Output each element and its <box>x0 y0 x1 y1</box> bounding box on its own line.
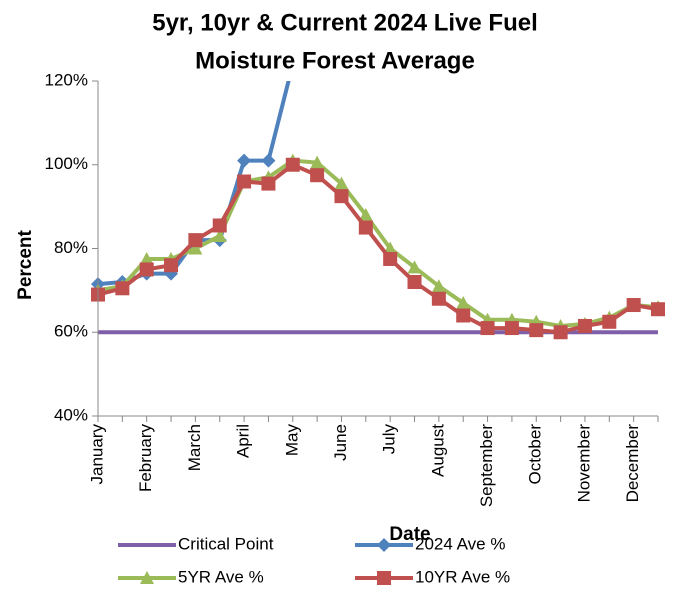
marker <box>237 153 252 168</box>
marker <box>407 275 422 289</box>
x-tick-label: February <box>136 424 155 493</box>
marker <box>188 233 203 248</box>
chart-title: Moisture Forest Average <box>195 47 475 74</box>
marker <box>358 208 373 221</box>
marker <box>529 323 544 338</box>
marker <box>188 241 203 255</box>
x-tick-label: January <box>87 424 106 485</box>
x-tick-label: December <box>623 424 642 503</box>
marker <box>377 571 391 585</box>
marker <box>377 538 391 552</box>
marker <box>407 260 422 274</box>
marker <box>139 251 154 265</box>
x-tick-label: April <box>234 424 253 458</box>
x-tick-label: August <box>428 424 447 477</box>
legend-label: 5YR Ave % <box>178 567 264 586</box>
marker <box>334 176 349 190</box>
x-tick-label: November <box>574 424 593 503</box>
x-tick-label: September <box>477 424 496 507</box>
marker <box>383 251 398 266</box>
marker <box>334 189 349 204</box>
marker <box>602 314 617 329</box>
y-tick-label: 120% <box>45 70 88 89</box>
marker <box>285 157 300 172</box>
marker <box>626 298 641 313</box>
legend-label: 10YR Ave % <box>415 567 510 586</box>
marker <box>358 220 373 235</box>
marker <box>431 291 446 306</box>
marker <box>553 325 568 340</box>
chart-title: 5yr, 10yr & Current 2024 Live Fuel <box>152 9 538 36</box>
marker <box>310 155 325 169</box>
x-tick-label: July <box>380 424 399 455</box>
marker <box>140 571 154 584</box>
y-tick-label: 80% <box>54 238 88 257</box>
x-tick-label: June <box>331 424 350 461</box>
legend-label: 2024 Ave % <box>415 534 505 553</box>
marker <box>651 302 665 317</box>
marker <box>212 228 227 242</box>
marker <box>577 318 592 333</box>
marker <box>139 262 154 277</box>
marker <box>310 168 325 183</box>
y-axis-title: Percent <box>15 229 36 299</box>
marker <box>431 279 446 293</box>
x-tick-label: May <box>282 424 301 457</box>
marker <box>261 153 276 168</box>
y-tick-label: 40% <box>54 405 88 424</box>
plot-area <box>91 81 665 340</box>
x-axis-title: Date <box>389 524 430 545</box>
x-tick-label: October <box>526 424 545 485</box>
legend-label: Critical Point <box>178 534 274 553</box>
marker <box>456 308 471 323</box>
x-tick-label: March <box>185 424 204 471</box>
marker <box>212 218 227 233</box>
y-tick-label: 60% <box>54 322 88 341</box>
marker <box>480 321 495 336</box>
marker <box>164 258 179 273</box>
series-line <box>97 162 659 335</box>
marker <box>115 281 130 296</box>
marker <box>456 295 471 309</box>
marker <box>237 174 252 189</box>
marker <box>261 176 276 191</box>
y-tick-label: 100% <box>45 154 88 173</box>
marker <box>504 321 519 336</box>
